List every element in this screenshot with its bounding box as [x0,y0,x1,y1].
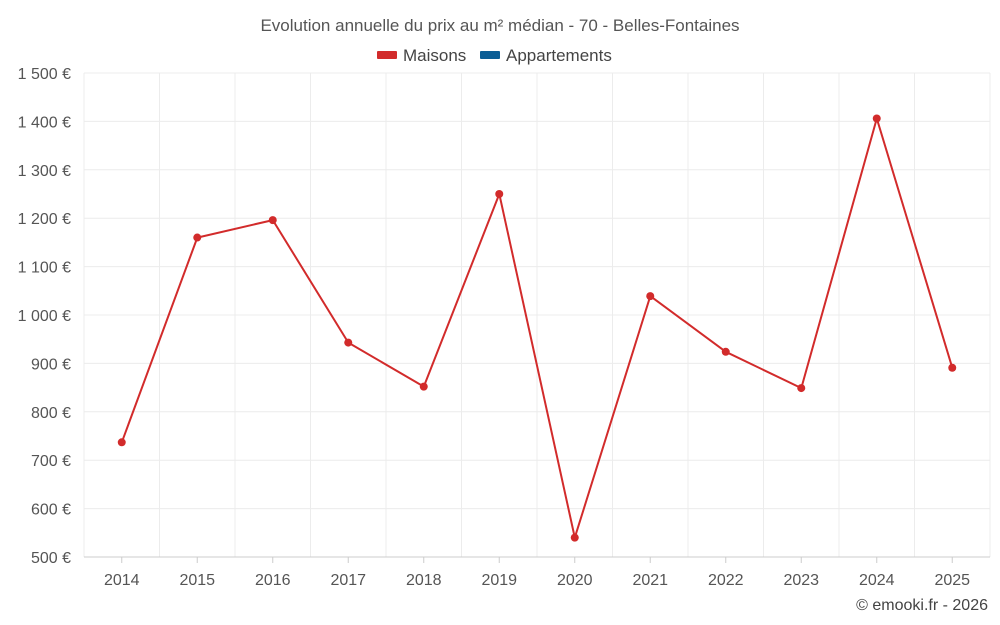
data-point-maisons-2025[interactable] [948,363,957,372]
y-tick-label: 700 € [31,453,71,470]
legend-label-appartements[interactable]: Appartements [506,46,612,65]
series-line-maisons [120,117,954,539]
y-tick-label: 1 500 € [18,66,71,83]
x-tick-label: 2018 [406,572,442,589]
data-point-maisons-2017[interactable] [344,338,353,347]
legend: Maisons Appartements [377,46,612,65]
legend-swatch-maisons[interactable] [377,51,397,59]
y-tick-label: 600 € [31,502,71,519]
x-tick-label: 2014 [104,572,140,589]
data-point-maisons-2015[interactable] [193,233,202,242]
y-tick-label: 1 300 € [18,163,71,180]
y-tick-label: 900 € [31,356,71,373]
y-tick-label: 1 000 € [18,308,71,325]
x-tick-label: 2022 [708,572,744,589]
y-tick-label: 1 200 € [18,211,71,228]
data-point-maisons-2018[interactable] [419,382,428,391]
data-point-maisons-2021[interactable] [646,292,655,301]
legend-swatch-appartements[interactable] [480,51,500,59]
data-point-maisons-2020[interactable] [570,533,579,542]
x-tick-label: 2024 [859,572,895,589]
y-tick-label: 800 € [31,405,71,422]
x-tick-label: 2017 [330,572,366,589]
x-tick-label: 2019 [481,572,517,589]
legend-label-maisons[interactable]: Maisons [403,46,466,65]
x-tick-label: 2023 [783,572,819,589]
x-tick-label: 2021 [632,572,668,589]
credit-text: © emooki.fr - 2026 [856,597,988,614]
grid [83,72,991,558]
x-tick-label: 2016 [255,572,291,589]
data-point-maisons-2014[interactable] [117,438,126,447]
x-tick-label: 2025 [934,572,970,589]
x-tick-label: 2020 [557,572,593,589]
chart-title: Evolution annuelle du prix au m² médian … [260,16,739,35]
y-tick-label: 1 100 € [18,260,71,277]
x-tick-label: 2015 [179,572,215,589]
data-point-maisons-2023[interactable] [797,384,806,393]
y-tick-label: 1 400 € [18,114,71,131]
data-point-maisons-2024[interactable] [872,114,881,123]
data-point-maisons-2019[interactable] [495,190,504,198]
data-point-maisons-2022[interactable] [721,347,730,356]
y-tick-label: 500 € [31,550,71,567]
series-maisons [117,114,957,542]
data-point-maisons-2016[interactable] [268,216,277,225]
axes: 500 € 600 € 700 € 800 € 900 € 1 000 € 1 100 € 1… [18,66,990,589]
